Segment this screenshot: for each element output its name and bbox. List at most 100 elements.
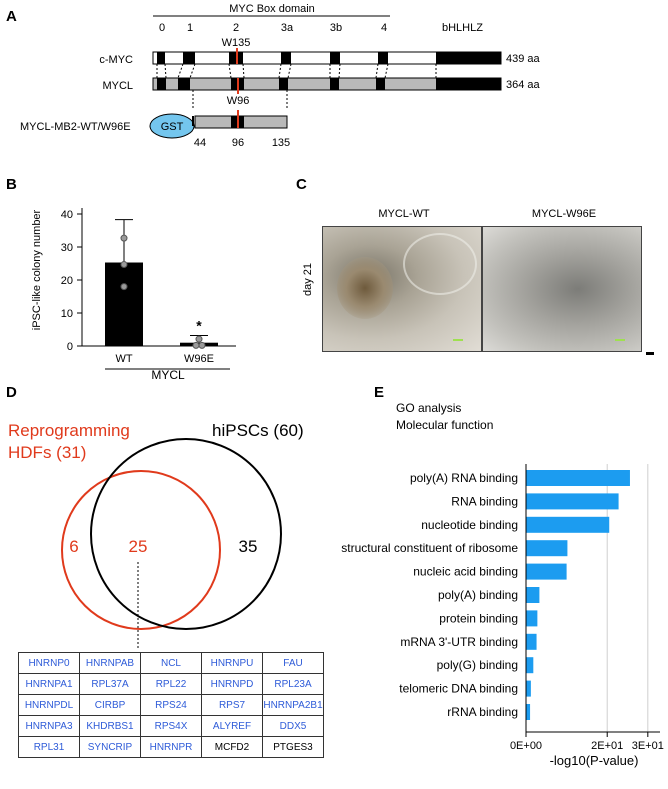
box-label-3a: 3a [281, 22, 294, 34]
ipsc-colony [337, 257, 393, 319]
gene-table-row: HNRNPDL CIRBP RPS24 RPS7 HNRNPA2B1 [18, 694, 324, 716]
panel-e-go-bar-chart: GO analysis Molecular function poly(A) R… [341, 401, 664, 768]
go-bar [526, 657, 534, 674]
panel-b-ytick-label: 10 [61, 308, 73, 320]
cmyc-bhlhlz [436, 52, 501, 64]
gene-cell: DDX5 [262, 715, 324, 737]
panel-b-data-point [120, 234, 128, 242]
panel-letter-d: D [6, 384, 17, 401]
go-category-label: poly(G) binding [437, 658, 518, 672]
gene-cell: SYNCRIP [79, 736, 141, 758]
gene-cell: RPS7 [201, 694, 263, 716]
cmyc-box-0 [157, 52, 165, 64]
panel-b-data-point [195, 335, 203, 343]
gene-cell: RPL22 [140, 673, 202, 695]
set-b-name: hiPSCs (60) [212, 421, 304, 440]
go-xtick-label: 2E+01 [591, 740, 623, 752]
mycl-box-3b [330, 78, 339, 90]
scale-bar-wt [453, 339, 463, 341]
box-label-3b: 3b [330, 22, 342, 34]
go-bar [526, 540, 568, 557]
go-bar [526, 633, 537, 650]
panel-b-data-point [120, 260, 128, 268]
gene-cell: RPL31 [18, 736, 80, 758]
bhlhlz-label: bHLHLZ [442, 22, 483, 34]
venn-circle-reprogramming [61, 470, 221, 630]
gene-cell: NCL [140, 652, 202, 674]
go-bar [526, 470, 630, 486]
go-category-label: protein binding [439, 611, 518, 625]
go-bar [526, 587, 540, 603]
scale-bar-key [646, 352, 654, 355]
go-bar [526, 680, 531, 697]
go-category-label: structural constituent of ribosome [341, 541, 518, 555]
gene-cell: HNRNPA1 [18, 673, 80, 695]
gene-cell: HNRNPR [140, 736, 202, 758]
gene-cell: HNRNPD [201, 673, 263, 695]
micrograph-mycl-w96e [482, 226, 642, 352]
domain-title: MYC Box domain [229, 3, 315, 15]
panel-letter-c: C [296, 176, 307, 193]
gene-cell: ALYREF [201, 715, 263, 737]
go-bar [526, 704, 531, 720]
venn-count-only-a: 6 [69, 537, 78, 556]
mycl-bhlhlz [436, 78, 501, 90]
go-category-label: RNA binding [451, 494, 518, 508]
gene-cell: PTGES3 [262, 736, 324, 758]
panel-b-ytick-label: 20 [61, 275, 73, 287]
go-bar [526, 516, 610, 533]
panel-b-ylabel: iPSC-like colony number [31, 209, 43, 330]
panel-c-label-wt: MYCL-WT [378, 208, 430, 220]
panel-b-bar-wt [105, 262, 143, 346]
gene-table-row: HNRNPA1 RPL37A RPL22 HNRNPD RPL23A [18, 673, 324, 695]
go-category-label: rRNA binding [447, 705, 518, 719]
panel-b-significance: * [196, 317, 202, 333]
gene-cell: MCFD2 [201, 736, 263, 758]
panel-c-day-label: day 21 [302, 262, 314, 296]
mycl-box-0 [157, 78, 166, 90]
scale-bar-w96e [615, 339, 625, 341]
go-category-label: telomeric DNA binding [399, 682, 518, 696]
gene-cell: RPS4X [140, 715, 202, 737]
panel-c-label-w96e: MYCL-W96E [531, 208, 597, 220]
cmyc-box-4 [378, 52, 388, 64]
mycl-length: 364 aa [506, 79, 541, 91]
gene-cell: HNRNP0 [18, 652, 80, 674]
gene-cell: KHDRBS1 [79, 715, 141, 737]
gene-cell: RPS24 [140, 694, 202, 716]
gene-cell: RPL23A [262, 673, 324, 695]
panel-letter-e: E [374, 384, 385, 401]
panel-b-data-point [120, 283, 128, 291]
gene-table-row: RPL31 SYNCRIP HNRNPR MCFD2 PTGES3 [18, 736, 324, 758]
pos-96: 96 [232, 137, 244, 149]
row-name-cmyc: c-MYC [99, 54, 133, 66]
go-bar [526, 493, 619, 510]
gene-table-row: HNRNP0 HNRNPAB NCL HNRNPU FAU [18, 652, 324, 674]
gene-cell: FAU [262, 652, 324, 674]
box-label-0: 0 [159, 22, 165, 34]
mycl-box-4 [376, 78, 385, 90]
panel-letter-b: B [6, 176, 17, 193]
gene-table-row: HNRNPA3 KHDRBS1 RPS4X ALYREF DDX5 [18, 715, 324, 737]
panel-b-ytick-label: 30 [61, 242, 73, 254]
panel-b-data-point [198, 341, 206, 349]
mycl-box-1 [178, 78, 190, 90]
pos-135: 135 [272, 137, 290, 149]
gene-cell: HNRNPAB [79, 652, 141, 674]
row-name-mycl: MYCL [102, 80, 133, 92]
go-xtick-label: 0E+00 [510, 740, 542, 752]
mycl-box-3a [279, 78, 288, 90]
panel-a-domain-diagram: MYC Box domain 0 1 2 3a 3b 4 bHLHLZ W135… [20, 3, 541, 149]
overlap-gene-table: HNRNP0 HNRNPAB NCL HNRNPU FAU HNRNPA1 RPL37A RP… [18, 652, 324, 758]
gst-label: GST [161, 121, 184, 133]
cmyc-length: 439 aa [506, 53, 541, 65]
venn-count-both: 25 [129, 537, 148, 556]
cmyc-box-3a [281, 52, 291, 64]
w96-label: W96 [227, 95, 250, 107]
go-category-label: mRNA 3'-UTR binding [400, 635, 518, 649]
cmyc-box-3b [330, 52, 340, 64]
construct-name: MYCL-MB2-WT/W96E [20, 121, 131, 133]
go-xlabel: -log10(P-value) [550, 753, 639, 768]
venn-count-only-b: 35 [239, 537, 258, 556]
box-label-1: 1 [187, 22, 193, 34]
